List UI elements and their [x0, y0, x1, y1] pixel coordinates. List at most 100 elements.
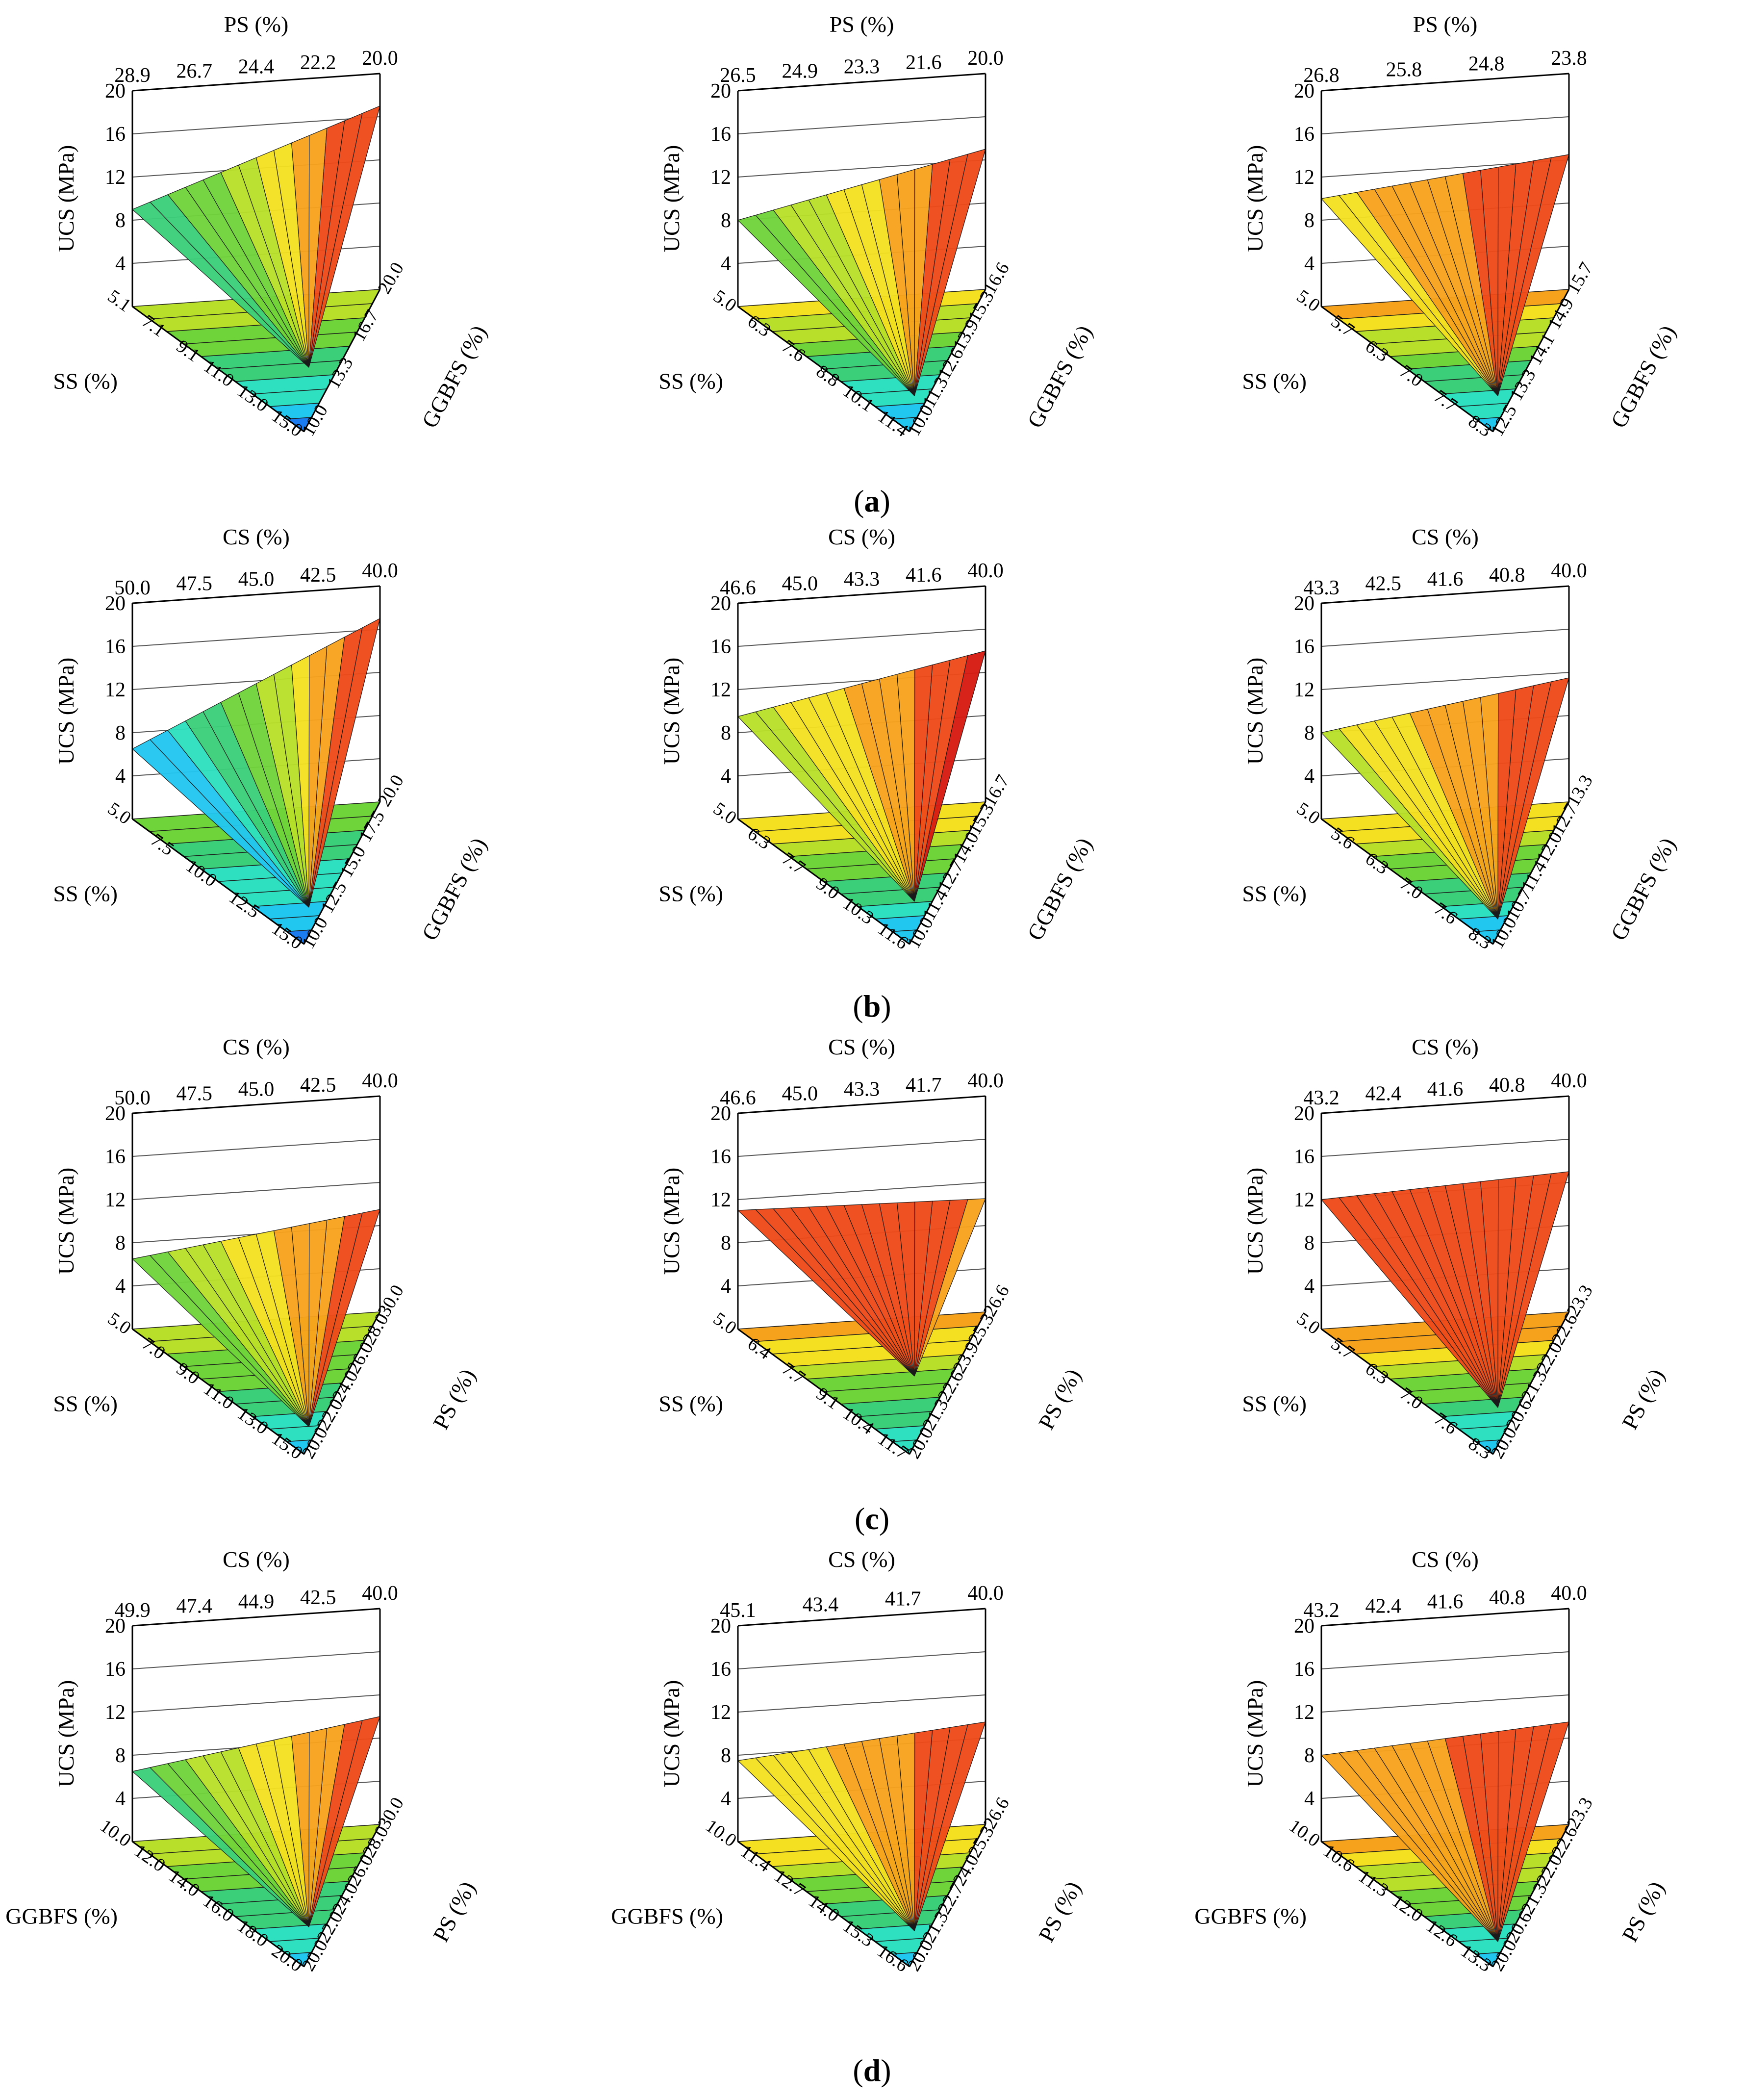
ucs-axis-title: UCS (MPa)	[659, 1680, 684, 1788]
top-axis-title: PS (%)	[1413, 12, 1478, 37]
top-axis-title: CS (%)	[223, 524, 290, 549]
left-tick-label: 5.0	[104, 798, 135, 829]
left-axis-title: SS (%)	[658, 369, 723, 394]
right-axis-title: PS (%)	[1034, 1877, 1086, 1946]
ucs-tick-label: 20	[1294, 80, 1314, 102]
ucs-tick-label: 16	[1294, 123, 1314, 146]
ucs-tick-label: 12	[105, 1701, 126, 1724]
top-tick-label: 43.3	[844, 568, 880, 591]
ucs-tick-label: 8	[1304, 722, 1314, 744]
row-label-b: (b)	[853, 989, 891, 1024]
top-tick-label: 47.5	[177, 572, 213, 595]
grid-line	[737, 1651, 986, 1669]
grid-line	[737, 629, 986, 647]
top-axis-line	[132, 73, 380, 92]
left-axis-title: GGBFS (%)	[611, 1904, 723, 1929]
surface-patch	[1497, 1721, 1569, 1942]
grid-line	[737, 116, 986, 134]
top-tick-label: 26.5	[720, 64, 756, 87]
ucs-tick-label: 4	[721, 765, 731, 788]
ucs-tick-label: 20	[1294, 1615, 1314, 1638]
top-tick-label: 23.8	[1551, 47, 1587, 70]
ucs-tick-label: 20	[710, 80, 731, 102]
top-axis-line	[132, 1095, 380, 1114]
chart-c-3: 20 16 12 8 4 UCS (MPa) 43.2 42.4 41.6 40.8 40.0 CS …	[1242, 1034, 1669, 1463]
top-tick-label: 41.6	[1427, 568, 1464, 591]
left-axis-line	[737, 1328, 910, 1455]
surface-patch	[914, 1721, 986, 1931]
ucs-tick-label: 4	[721, 1788, 731, 1810]
top-axis-title: CS (%)	[828, 524, 895, 549]
surface-patch	[308, 1716, 380, 1927]
ucs-tick-label: 12	[710, 1701, 731, 1724]
right-axis-title: GGBFS (%)	[1606, 321, 1680, 432]
surface-patch	[1497, 677, 1569, 920]
ucs-tick-label: 16	[105, 1146, 126, 1168]
top-tick-label: 20.0	[362, 47, 398, 70]
left-axis-line	[132, 1841, 304, 1968]
right-axis-line	[1492, 1824, 1570, 1967]
top-axis-line	[737, 585, 986, 604]
surface-patch	[308, 1209, 380, 1427]
top-tick-label: 45.0	[782, 1082, 818, 1105]
left-axis-line	[1321, 818, 1493, 945]
ucs-tick-label: 16	[710, 123, 731, 146]
ucs-tick-label: 16	[105, 1658, 126, 1681]
ucs-tick-label: 4	[721, 253, 731, 275]
right-axis-title: GGBFS (%)	[1022, 834, 1097, 945]
grid-line	[132, 1182, 380, 1200]
top-tick-label: 20.0	[967, 47, 1004, 70]
top-axis-line	[737, 1095, 986, 1114]
ucs-tick-label: 12	[710, 166, 731, 189]
top-tick-label: 42.4	[1365, 1082, 1402, 1105]
left-tick-label: 5.1	[104, 286, 135, 316]
top-axis-title: CS (%)	[1412, 524, 1479, 549]
ucs-axis-title: UCS (MPa)	[53, 145, 78, 253]
ucs-tick-label: 4	[1304, 765, 1314, 788]
chart-b-3: 20 16 12 8 4 UCS (MPa) 43.3 42.5 41.6 40.8 40.0 CS …	[1242, 524, 1680, 953]
ucs-axis-title: UCS (MPa)	[1242, 1680, 1267, 1788]
grid-line	[737, 1182, 986, 1200]
ucs-axis-title: UCS (MPa)	[1242, 658, 1267, 765]
ucs-tick-label: 12	[105, 1189, 126, 1211]
chart-d-1: 20 16 12 8 4 UCS (MPa) 49.9 47.4 44.9 42.5 40.0 CS …	[5, 1547, 480, 1976]
top-tick-label: 40.0	[1551, 1070, 1587, 1092]
ucs-axis-title: UCS (MPa)	[1242, 1168, 1267, 1275]
ucs-tick-label: 20	[1294, 592, 1314, 615]
top-tick-label: 40.0	[1551, 560, 1587, 582]
ucs-tick-label: 8	[1304, 1232, 1314, 1255]
right-axis-line	[1492, 801, 1570, 945]
left-axis-line	[132, 306, 304, 433]
top-tick-label: 41.6	[1427, 1591, 1464, 1613]
left-axis-title: SS (%)	[53, 881, 118, 906]
grid-line	[132, 116, 380, 134]
ucs-tick-label: 4	[1304, 1275, 1314, 1298]
ucs-tick-label: 16	[710, 636, 731, 658]
right-axis-line	[303, 289, 381, 432]
top-tick-label: 25.8	[1386, 58, 1422, 81]
left-axis-title: SS (%)	[1242, 1391, 1307, 1416]
left-tick-label: 10.0	[96, 1816, 135, 1851]
ucs-tick-label: 20	[105, 1615, 126, 1638]
ucs-tick-label: 8	[1304, 209, 1314, 232]
ucs-tick-label: 8	[721, 209, 731, 232]
right-axis-title: PS (%)	[1034, 1365, 1086, 1434]
top-axis-line	[132, 1608, 380, 1627]
ucs-tick-label: 20	[105, 592, 126, 615]
left-tick-label: 5.0	[1293, 1308, 1324, 1339]
ucs-tick-label: 4	[1304, 1788, 1314, 1810]
top-tick-label: 24.9	[782, 60, 818, 82]
top-tick-label: 49.9	[114, 1599, 151, 1622]
chart-b-1: 20 16 12 8 4 UCS (MPa) 50.0 47.5 45.0 42.5 40.0 CS …	[53, 524, 491, 953]
chart-a-1: 20 16 12 8 4 UCS (MPa) 28.9 26.7 24.4 22.2 20.0 PS …	[53, 12, 491, 441]
right-axis-title: PS (%)	[1617, 1365, 1669, 1434]
ucs-axis-title: UCS (MPa)	[53, 658, 78, 765]
ucs-tick-label: 4	[115, 1788, 126, 1810]
top-axis-line	[1321, 73, 1569, 92]
top-tick-label: 42.5	[1365, 572, 1402, 595]
right-axis-title: GGBFS (%)	[1606, 834, 1680, 945]
ucs-tick-label: 12	[105, 679, 126, 701]
ucs-tick-label: 20	[1294, 1102, 1314, 1125]
top-tick-label: 26.7	[177, 60, 213, 82]
